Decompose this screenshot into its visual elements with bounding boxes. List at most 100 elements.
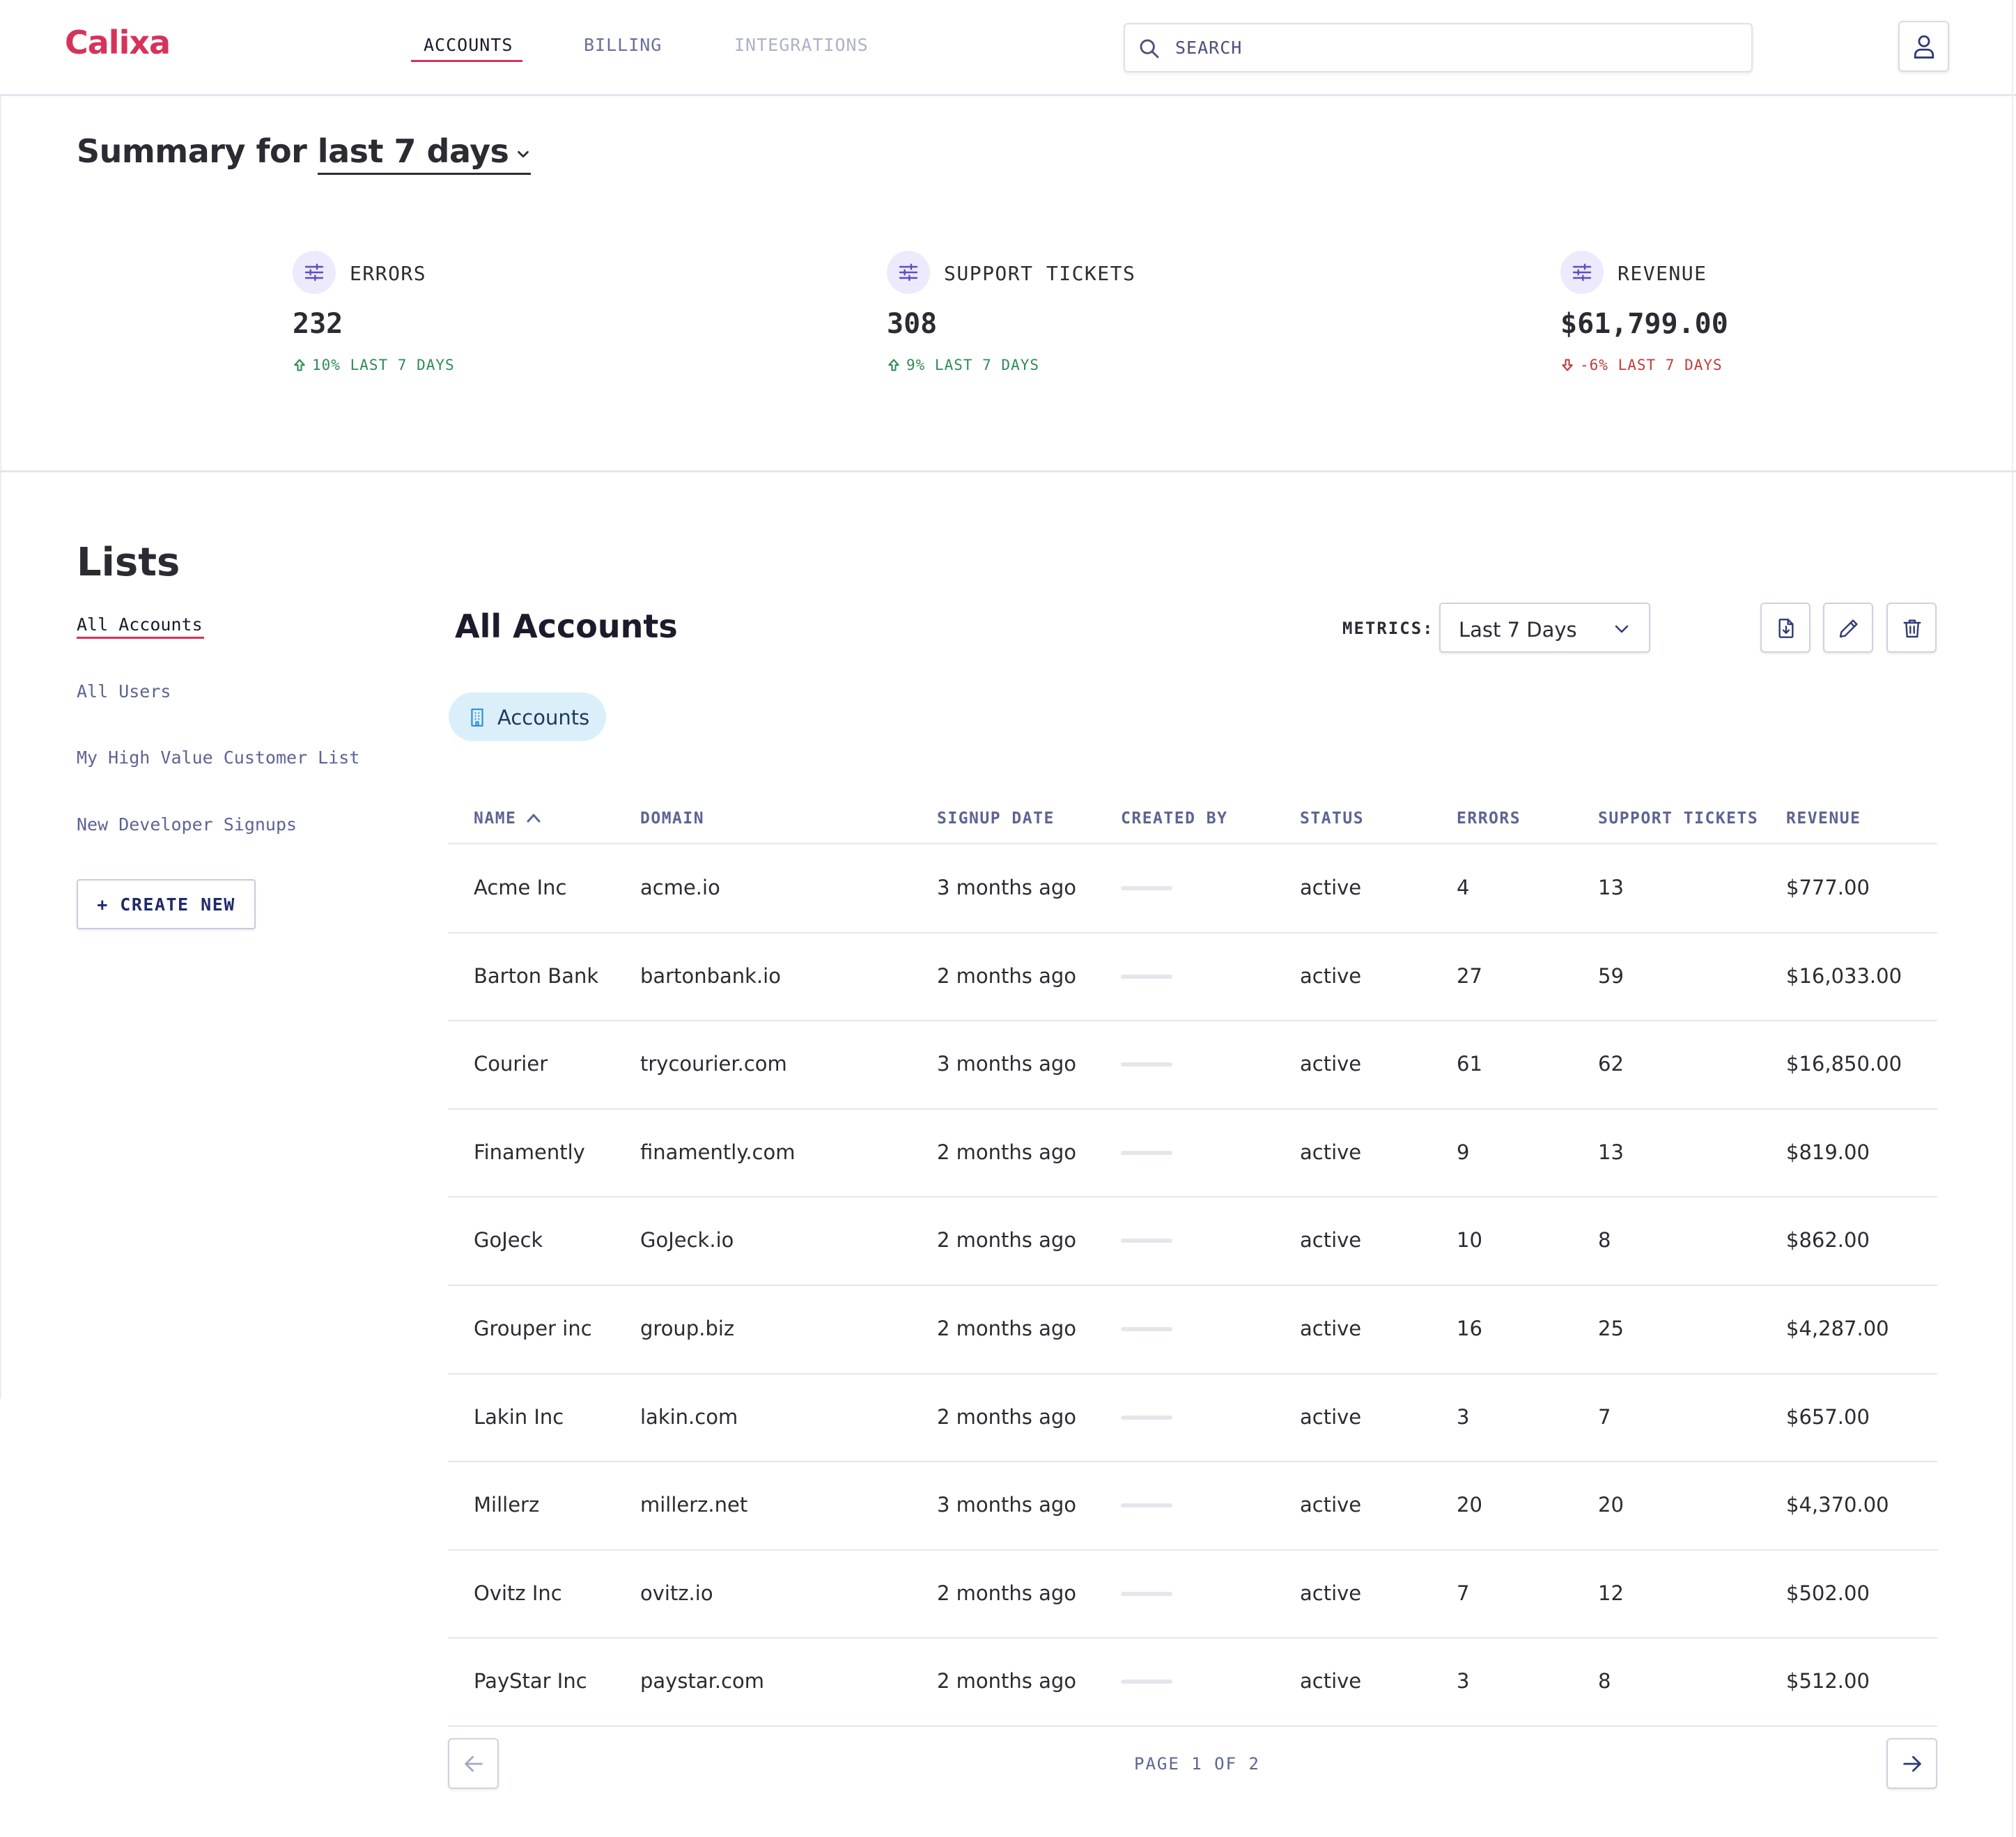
row-divider — [448, 931, 1937, 933]
cell-name: Ovitz Inc — [474, 1581, 562, 1605]
column-header-errors[interactable]: ERRORS — [1457, 809, 1521, 828]
chevron-down-icon — [518, 150, 529, 157]
cell-errors: 27 — [1457, 963, 1482, 988]
metric-icon-bg — [1560, 251, 1604, 294]
chevron-down-icon — [1615, 625, 1629, 633]
column-header-revenue[interactable]: REVENUE — [1786, 809, 1861, 828]
active-list-indicator — [77, 637, 204, 639]
metric-icon-bg — [293, 251, 336, 294]
cell-domain: acme.io — [640, 876, 720, 899]
list-item-new-developer-signups[interactable]: New Developer Signups — [77, 814, 297, 835]
pencil-icon — [1839, 619, 1858, 638]
section-divider — [0, 470, 2016, 472]
cell-support-tickets: 20 — [1598, 1493, 1624, 1517]
lists-title: Lists — [77, 540, 180, 585]
cell-name: Millerz — [474, 1493, 540, 1517]
cell-support-tickets: 62 — [1598, 1052, 1624, 1076]
cell-name: GoJeck — [474, 1228, 543, 1253]
cell-revenue: $4,370.00 — [1786, 1493, 1889, 1517]
cell-support-tickets: 7 — [1598, 1404, 1611, 1429]
cell-status: active — [1300, 1140, 1362, 1164]
empty-value-placeholder — [1121, 1415, 1172, 1420]
metric-label: REVENUE — [1618, 262, 1707, 285]
metric-change: 9% LAST 7 DAYS — [887, 357, 1039, 373]
cell-errors: 10 — [1457, 1228, 1482, 1253]
column-header-support-tickets[interactable]: SUPPORT TICKETS — [1598, 809, 1759, 828]
list-item-all-users[interactable]: All Users — [77, 681, 171, 702]
row-divider — [448, 1726, 1937, 1727]
sliders-icon — [304, 263, 324, 281]
metric-label: SUPPORT TICKETS — [944, 262, 1136, 285]
row-divider — [448, 1461, 1937, 1463]
metric-change-text: 10% LAST 7 DAYS — [312, 357, 455, 373]
cell-revenue: $862.00 — [1786, 1228, 1870, 1253]
cell-status: active — [1300, 876, 1362, 899]
list-item-high-value-customers[interactable]: My High Value Customer List — [77, 747, 360, 768]
cell-revenue: $4,287.00 — [1786, 1317, 1889, 1340]
accounts-filter-chip[interactable]: Accounts — [449, 692, 606, 741]
cell-support-tickets: 8 — [1598, 1228, 1611, 1253]
cell-signup-date: 3 months ago — [937, 876, 1077, 899]
cell-revenue: $16,033.00 — [1786, 963, 1902, 988]
cell-errors: 16 — [1457, 1317, 1482, 1340]
cell-revenue: $657.00 — [1786, 1404, 1870, 1429]
cell-status: active — [1300, 1317, 1362, 1340]
column-header-created-by[interactable]: CREATED BY — [1121, 809, 1228, 828]
row-divider — [448, 1020, 1937, 1022]
row-divider — [448, 1549, 1937, 1551]
list-item-all-accounts[interactable]: All Accounts — [77, 614, 203, 635]
tab-accounts[interactable]: ACCOUNTS — [424, 35, 513, 55]
sliders-icon — [899, 263, 918, 281]
next-page-button[interactable] — [1886, 1738, 1937, 1789]
cell-name: Acme Inc — [474, 876, 567, 899]
cell-errors: 7 — [1457, 1581, 1470, 1605]
arrow-up-icon — [888, 359, 899, 371]
delete-button[interactable] — [1886, 603, 1937, 653]
cell-support-tickets: 8 — [1598, 1669, 1611, 1693]
export-button[interactable] — [1760, 603, 1810, 653]
calixa-logo[interactable]: Calixa — [65, 24, 171, 61]
tab-integrations[interactable]: INTEGRATIONS — [734, 35, 869, 55]
chip-label: Accounts — [497, 706, 590, 729]
search-input[interactable] — [1175, 24, 1732, 71]
tab-billing[interactable]: BILLING — [584, 35, 662, 55]
metrics-select[interactable]: Last 7 Days — [1439, 603, 1650, 653]
column-header-domain[interactable]: DOMAIN — [640, 809, 705, 828]
row-divider — [448, 1108, 1937, 1110]
column-header-name[interactable]: NAME — [474, 809, 541, 828]
arrow-right-icon — [1903, 1755, 1921, 1772]
period-value: last 7 days — [317, 132, 509, 170]
export-icon — [1778, 619, 1794, 638]
cell-domain: millerz.net — [640, 1493, 748, 1517]
period-dropdown[interactable]: last 7 days — [317, 132, 532, 175]
cell-signup-date: 2 months ago — [937, 1581, 1077, 1605]
metrics-select-value: Last 7 Days — [1459, 618, 1577, 642]
cell-status: active — [1300, 1493, 1362, 1517]
cell-signup-date: 2 months ago — [937, 1404, 1077, 1429]
cell-domain: bartonbank.io — [640, 963, 781, 988]
cell-support-tickets: 13 — [1598, 876, 1624, 899]
previous-page-button[interactable] — [448, 1738, 499, 1789]
cell-status: active — [1300, 1228, 1362, 1253]
metric-label: ERRORS — [350, 262, 427, 285]
cell-domain: lakin.com — [640, 1404, 738, 1429]
cell-name: Courier — [474, 1052, 548, 1076]
edit-button[interactable] — [1823, 603, 1873, 653]
panel-title: All Accounts — [455, 607, 678, 645]
column-header-status[interactable]: STATUS — [1300, 809, 1365, 828]
metric-change: -6% LAST 7 DAYS — [1560, 357, 1723, 373]
cell-errors: 61 — [1457, 1052, 1482, 1076]
column-header-signup-date[interactable]: SIGNUP DATE — [937, 809, 1055, 828]
cell-domain: finamently.com — [640, 1140, 796, 1164]
cell-errors: 9 — [1457, 1140, 1470, 1164]
empty-value-placeholder — [1121, 1239, 1172, 1243]
search-icon — [1140, 39, 1159, 59]
empty-value-placeholder — [1121, 1503, 1172, 1508]
row-divider — [448, 1285, 1937, 1286]
search-box[interactable] — [1124, 23, 1753, 72]
summary-prefix: Summary for — [77, 132, 318, 170]
cell-status: active — [1300, 1581, 1362, 1605]
create-new-button[interactable]: + CREATE NEW — [77, 879, 256, 929]
user-profile-button[interactable] — [1898, 21, 1949, 72]
sliders-icon — [1572, 263, 1592, 281]
